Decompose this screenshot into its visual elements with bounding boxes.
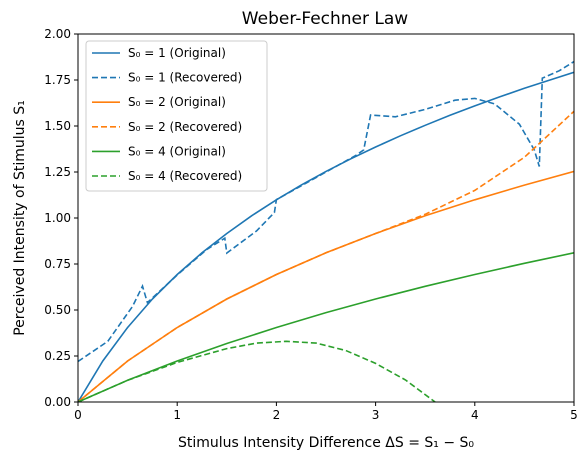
x-axis-label: Stimulus Intensity Difference ΔS = S₁ − … [178,435,474,451]
y-tick-label: 1.75 [44,73,71,87]
chart-title: Weber-Fechner Law [242,9,409,29]
legend-label: S₀ = 4 (Recovered) [128,169,242,183]
x-axis: 0 1 2 3 4 5 [74,402,578,422]
y-tick-label: 1.25 [44,165,71,179]
x-tick-label: 1 [173,408,181,422]
y-axis-label: Perceived Intensity of Stimulus S₁ [12,100,28,336]
x-tick-label: 3 [372,408,380,422]
series-line-3 [78,170,574,402]
x-tick-label: 4 [471,408,479,422]
plot-area [78,60,574,402]
series-line-4 [78,110,574,402]
y-tick-label: 1.50 [44,119,71,133]
x-tick-label: 2 [273,408,281,422]
legend-label: S₀ = 1 (Original) [128,46,226,60]
y-tick-label: 2.00 [44,27,71,41]
x-tick-label: 5 [570,408,578,422]
legend-label: S₀ = 1 (Recovered) [128,71,242,85]
x-tick-label: 0 [74,408,82,422]
legend-label: S₀ = 4 (Original) [128,144,226,158]
legend-box [85,40,268,192]
series-line-6 [78,340,436,402]
y-tick-label: 1.00 [44,211,71,225]
y-tick-label: 0.50 [44,303,71,317]
y-axis: 0.00 0.25 0.50 0.75 1.00 1.25 1.50 1.75 2.00 [44,27,78,409]
y-tick-label: 0.25 [44,349,71,363]
legend-label: S₀ = 2 (Recovered) [128,120,242,134]
y-tick-label: 0.75 [44,257,71,271]
y-tick-label: 0.00 [44,395,71,409]
legend-label: S₀ = 2 (Original) [128,95,226,109]
legend: S₀ = 1 (Original) S₀ = 1 (Recovered) S₀ = … [85,40,268,192]
series-line-5 [78,252,574,402]
series-line-2 [78,60,574,363]
